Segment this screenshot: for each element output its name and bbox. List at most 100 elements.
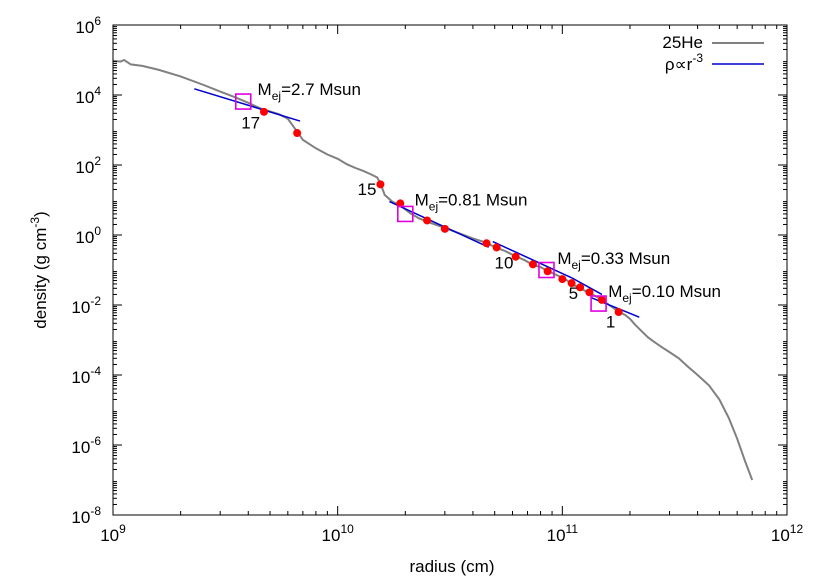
zone-number-label: 17 <box>241 114 260 133</box>
zone-marker-15 <box>585 288 594 297</box>
y-axis-label-close: ) <box>31 211 50 217</box>
zone-marker-7 <box>482 239 491 248</box>
y-tick-base: 10 <box>75 228 94 247</box>
zone-number-label: 15 <box>357 180 376 199</box>
zone-markers <box>259 107 623 317</box>
x-tick-label: 109 <box>100 522 126 545</box>
zone-marker-1 <box>259 107 268 116</box>
zone-marker-5 <box>423 216 432 225</box>
zone-marker-11 <box>543 267 552 276</box>
y-tick-base: 10 <box>71 508 90 527</box>
fit-segment-2 <box>389 200 489 248</box>
zone-marker-12 <box>558 275 567 284</box>
zone-number-label: 5 <box>569 284 578 303</box>
zone-marker-17 <box>614 308 623 317</box>
y-tick-label: 102 <box>75 154 101 177</box>
x-tick-label: 1011 <box>547 522 579 545</box>
series-power-law-fit <box>194 88 640 318</box>
zone-marker-2 <box>293 129 302 138</box>
y-tick-exponent: 0 <box>94 224 101 238</box>
x-tick-base: 10 <box>322 526 341 545</box>
y-tick-label: 104 <box>75 84 101 107</box>
legend-label-power-law: ρ∝r-3 <box>665 51 703 74</box>
zone-marker-16 <box>597 295 606 304</box>
zone-marker-8 <box>492 243 501 252</box>
zone-marker-6 <box>440 224 449 233</box>
plot-frame <box>112 24 788 516</box>
y-tick-label: 10-6 <box>71 434 101 457</box>
ejecta-mass-value: =0.33 Msun <box>581 249 670 268</box>
ejecta-mass-symbol: M <box>557 249 571 268</box>
ejecta-mass-symbol: M <box>415 190 429 209</box>
y-tick-exponent: -8 <box>90 504 101 518</box>
y-tick-label: 100 <box>75 224 101 247</box>
axis-ticks <box>112 24 788 516</box>
x-tick-label: 1012 <box>771 522 804 545</box>
ejecta-mass-subscript: ej <box>622 291 631 305</box>
ejecta-mass-label-4: Mej=0.10 Msun <box>608 282 721 305</box>
y-tick-label: 10-2 <box>71 294 101 317</box>
plot-border <box>112 24 788 516</box>
ejecta-box-1 <box>234 93 252 110</box>
legend-label-25he: 25He <box>662 33 703 52</box>
x-tick-exponent: 11 <box>566 522 579 536</box>
zone-number-label: 1 <box>606 312 615 331</box>
x-tick-base: 10 <box>100 526 119 545</box>
fit-segment-3 <box>492 240 572 279</box>
fit-segment-4 <box>571 277 603 296</box>
y-tick-exponent: -4 <box>90 364 101 378</box>
y-tick-base: 10 <box>75 88 94 107</box>
ejecta-mass-value: =0.10 Msun <box>632 282 721 301</box>
x-tick-exponent: 9 <box>119 522 126 536</box>
y-axis-label: density (g cm-3) <box>28 211 50 328</box>
ejecta-mass-label-1: Mej=2.7 Msun <box>258 80 361 103</box>
y-tick-exponent: -2 <box>90 294 101 308</box>
ejecta-mass-symbol: M <box>608 282 622 301</box>
x-tick-base: 10 <box>547 526 566 545</box>
fit-segment-1 <box>194 88 301 122</box>
ejecta-mass-subscript: ej <box>272 89 281 103</box>
ejecta-box-2 <box>396 205 414 223</box>
y-tick-label: 10-8 <box>71 504 101 527</box>
y-tick-base: 10 <box>75 158 94 177</box>
x-tick-exponent: 10 <box>340 522 354 536</box>
x-tick-label: 1010 <box>322 522 355 545</box>
zone-marker-3 <box>376 180 385 189</box>
legend-power-law-base: ρ∝r <box>665 55 693 74</box>
tick-labels: 109 1010 1011 101210610410210010-210-410-61… <box>71 14 803 545</box>
ejecta-mass-label-3: Mej=0.33 Msun <box>557 249 670 272</box>
y-tick-label: 106 <box>75 14 101 37</box>
y-tick-base: 10 <box>71 438 90 457</box>
y-tick-base: 10 <box>71 298 90 317</box>
zone-marker-13 <box>567 279 576 288</box>
y-tick-exponent: 2 <box>94 154 101 168</box>
ejecta-mass-boxes <box>234 93 607 312</box>
y-tick-label: 10-4 <box>71 364 101 387</box>
legend-power-law-exponent: -3 <box>692 51 703 65</box>
zone-marker-4 <box>396 199 405 208</box>
ejecta-box-3 <box>538 261 555 279</box>
x-tick-base: 10 <box>771 526 790 545</box>
ejecta-mass-subscript: ej <box>572 258 581 272</box>
y-tick-exponent: 6 <box>94 14 101 28</box>
y-tick-base: 10 <box>71 368 90 387</box>
ejecta-mass-label-2: Mej=0.81 Msun <box>415 190 528 213</box>
ejecta-mass-value: =2.7 Msun <box>281 80 361 99</box>
y-tick-exponent: 4 <box>94 84 101 98</box>
y-tick-base: 10 <box>75 18 94 37</box>
zone-marker-14 <box>576 283 585 292</box>
zone-marker-10 <box>528 260 537 269</box>
x-axis-label: radius (cm) <box>409 557 494 576</box>
ejecta-mass-subscript: ej <box>429 199 438 213</box>
zone-marker-9 <box>511 252 520 261</box>
zone-number-label: 10 <box>495 254 514 273</box>
ejecta-box-4 <box>590 295 607 312</box>
y-axis-label-main: density (g cm <box>31 228 50 329</box>
x-tick-exponent: 12 <box>790 522 804 536</box>
y-axis-label-exponent: -3 <box>28 217 42 228</box>
ejecta-mass-symbol: M <box>258 80 272 99</box>
ejecta-mass-value: =0.81 Msun <box>438 190 527 209</box>
